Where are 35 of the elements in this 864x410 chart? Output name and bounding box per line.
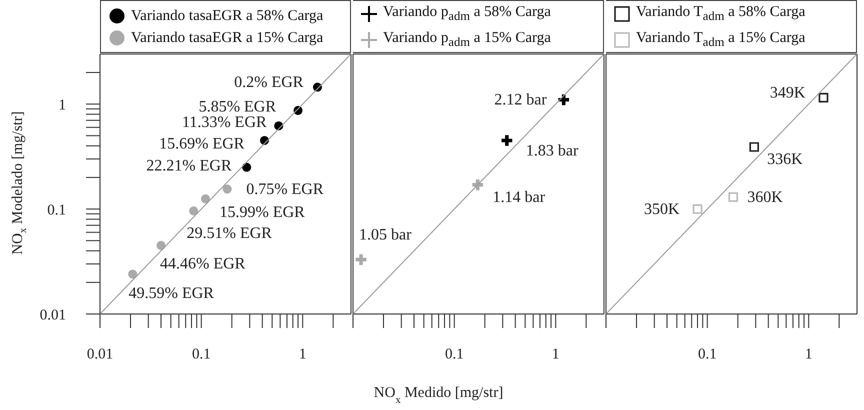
annotation: 0.2% EGR [234,74,304,91]
legend-label: Variando p$_{adm}$ a 58% Carga [383,2,551,24]
annotation: 336K [767,150,804,168]
legend-label: Variando p$_{adm}$ a 15% Carga [383,28,551,50]
x-tick-label: 0.1 [698,346,717,363]
annotation: 0.75% EGR [246,180,324,198]
annotation: 1.14 bar [492,188,546,206]
y-tick-label: 0.1 [47,202,66,218]
x-axis-title: NO$_{x}$ Medido [mg/str] [374,385,504,406]
annotation: 2.12 bar [494,91,548,108]
annotation: 11.33% EGR [182,113,268,130]
annotation: 1.05 bar [359,226,412,244]
x-tick-label: 0.1 [192,346,211,363]
legend-label: Variando tasaEGR a 15% Carga [131,28,324,48]
annotation: 22.21% EGR [146,156,232,174]
annotation: 15.69% EGR [159,134,245,152]
annotation: 1.83 bar [526,142,579,159]
annotation: 350K [644,200,680,218]
annotation: 349K [770,84,806,102]
annotation: 360K [747,188,784,206]
annotation: 5.85% EGR [198,98,276,115]
y-tick-label: 1 [58,97,66,114]
legend-label: Variando T$_{adm}$ a 15% Carga [636,28,806,50]
x-tick-label: 1 [804,346,812,363]
x-tick-label: 1 [552,346,560,363]
legend-label: Variando tasaEGR a 58% Carga [131,6,324,26]
annotation: 44.46% EGR [160,254,246,272]
annotation: 29.51% EGR [186,224,272,242]
x-tick-label: 1 [298,346,306,363]
annotation: 49.59% EGR [128,284,214,302]
y-tick-label: 0.01 [40,307,66,324]
x-tick-label: 0.1 [444,346,464,363]
annotation: 15.99% EGR [220,203,306,220]
x-tick-label: 0.01 [86,346,114,363]
legend-label: Variando T$_{adm}$ a 58% Carga [636,2,806,24]
